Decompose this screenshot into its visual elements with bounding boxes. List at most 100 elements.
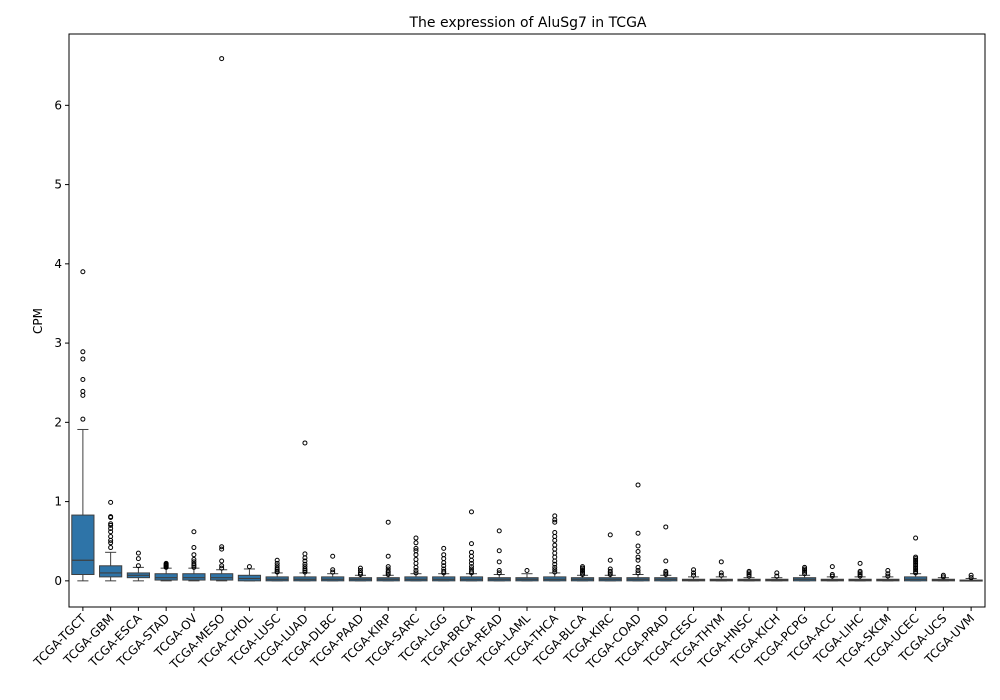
outlier-point <box>441 568 447 574</box>
outlier-point <box>940 572 946 578</box>
outlier-point <box>357 565 363 571</box>
outlier-point <box>191 559 197 565</box>
y-tick-label-4: 4 <box>54 257 62 271</box>
outlier-point <box>302 440 308 446</box>
outlier-point <box>746 570 752 576</box>
outlier-point <box>468 560 474 566</box>
outlier-point <box>191 564 197 570</box>
box-tcga-hnsc <box>737 568 761 582</box>
outlier-point <box>580 565 586 571</box>
outlier-point <box>913 568 919 574</box>
outlier-point <box>857 572 863 578</box>
outlier-point <box>135 550 141 556</box>
outlier-point <box>413 545 419 551</box>
outlier-point <box>746 568 752 574</box>
outlier-point <box>135 556 141 562</box>
box-tcga-thca <box>543 513 567 582</box>
outlier-point <box>829 572 835 578</box>
outlier-point <box>607 568 613 574</box>
outlier-point <box>552 542 558 548</box>
outlier-point <box>496 559 502 565</box>
y-tick-label-3: 3 <box>54 336 62 350</box>
box-tcga-lgg <box>432 545 456 582</box>
box-tcga-lihc <box>848 560 872 582</box>
outlier-point <box>718 570 724 576</box>
box-tcga-coad <box>626 482 650 582</box>
box-body <box>182 573 206 581</box>
outlier-point <box>691 572 697 578</box>
outlier-point <box>274 568 280 574</box>
outlier-point <box>718 572 724 578</box>
outlier-point <box>746 572 752 578</box>
outlier-point <box>580 570 586 576</box>
outlier-point <box>885 573 891 579</box>
outlier-point <box>219 56 225 62</box>
outlier-point <box>274 557 280 563</box>
outlier-point <box>496 528 502 534</box>
outlier-point <box>191 529 197 535</box>
outlier-point <box>524 568 530 574</box>
y-tick-label-2: 2 <box>54 415 62 429</box>
box-tcga-sarc <box>404 535 428 582</box>
outlier-point <box>857 573 863 579</box>
outlier-point <box>580 572 586 578</box>
outlier-point <box>663 558 669 564</box>
outlier-point <box>607 572 613 578</box>
box-tcga-cesc <box>681 567 706 582</box>
box-body <box>210 573 234 581</box>
outlier-point <box>802 571 808 577</box>
outlier-point <box>80 416 86 422</box>
outlier-point <box>802 566 808 572</box>
outlier-point <box>913 535 919 541</box>
outlier-point <box>108 514 114 520</box>
outlier-point <box>552 519 558 525</box>
outlier-point <box>108 545 114 551</box>
outlier-point <box>913 570 919 576</box>
outlier-point <box>885 568 891 574</box>
plot-area <box>71 56 983 582</box>
outlier-point <box>357 568 363 574</box>
box-tcga-meso <box>210 56 234 582</box>
outlier-point <box>913 565 919 571</box>
outlier-point <box>108 499 114 505</box>
outlier-point <box>580 564 586 570</box>
box-tcga-uvm <box>959 572 983 582</box>
outlier-point <box>885 571 891 577</box>
outlier-point <box>108 526 114 532</box>
outlier-point <box>552 561 558 567</box>
outlier-point <box>219 565 225 571</box>
outlier-point <box>468 549 474 555</box>
box-tcga-kirc <box>598 532 622 582</box>
outlier-point <box>774 573 780 579</box>
outlier-point <box>802 564 808 570</box>
outlier-point <box>913 556 919 562</box>
outlier-point <box>635 543 641 549</box>
outlier-point <box>191 552 197 558</box>
outlier-point <box>913 564 919 570</box>
box-tcga-pcpg <box>792 564 817 582</box>
box-tcga-ucec <box>904 535 928 582</box>
box-tcga-read <box>487 528 511 582</box>
outlier-point <box>80 356 86 362</box>
outlier-point <box>302 561 308 567</box>
outlier-point <box>468 566 474 572</box>
box-tcga-stad <box>154 560 178 582</box>
outlier-point <box>385 519 391 525</box>
outlier-point <box>468 568 474 574</box>
outlier-point <box>913 567 919 573</box>
box-tcga-thym <box>709 559 733 582</box>
outlier-point <box>496 570 502 576</box>
outlier-point <box>219 546 225 552</box>
box-tcga-blca <box>570 564 595 582</box>
outlier-point <box>802 569 808 575</box>
outlier-point <box>302 566 308 572</box>
outlier-point <box>413 556 419 562</box>
outlier-point <box>607 532 613 538</box>
y-axis: 0 1 2 3 4 5 6 <box>54 98 69 588</box>
outlier-point <box>635 530 641 536</box>
outlier-point <box>635 554 641 560</box>
outlier-point <box>718 559 724 565</box>
outlier-point <box>80 349 86 355</box>
outlier-point <box>635 549 641 555</box>
